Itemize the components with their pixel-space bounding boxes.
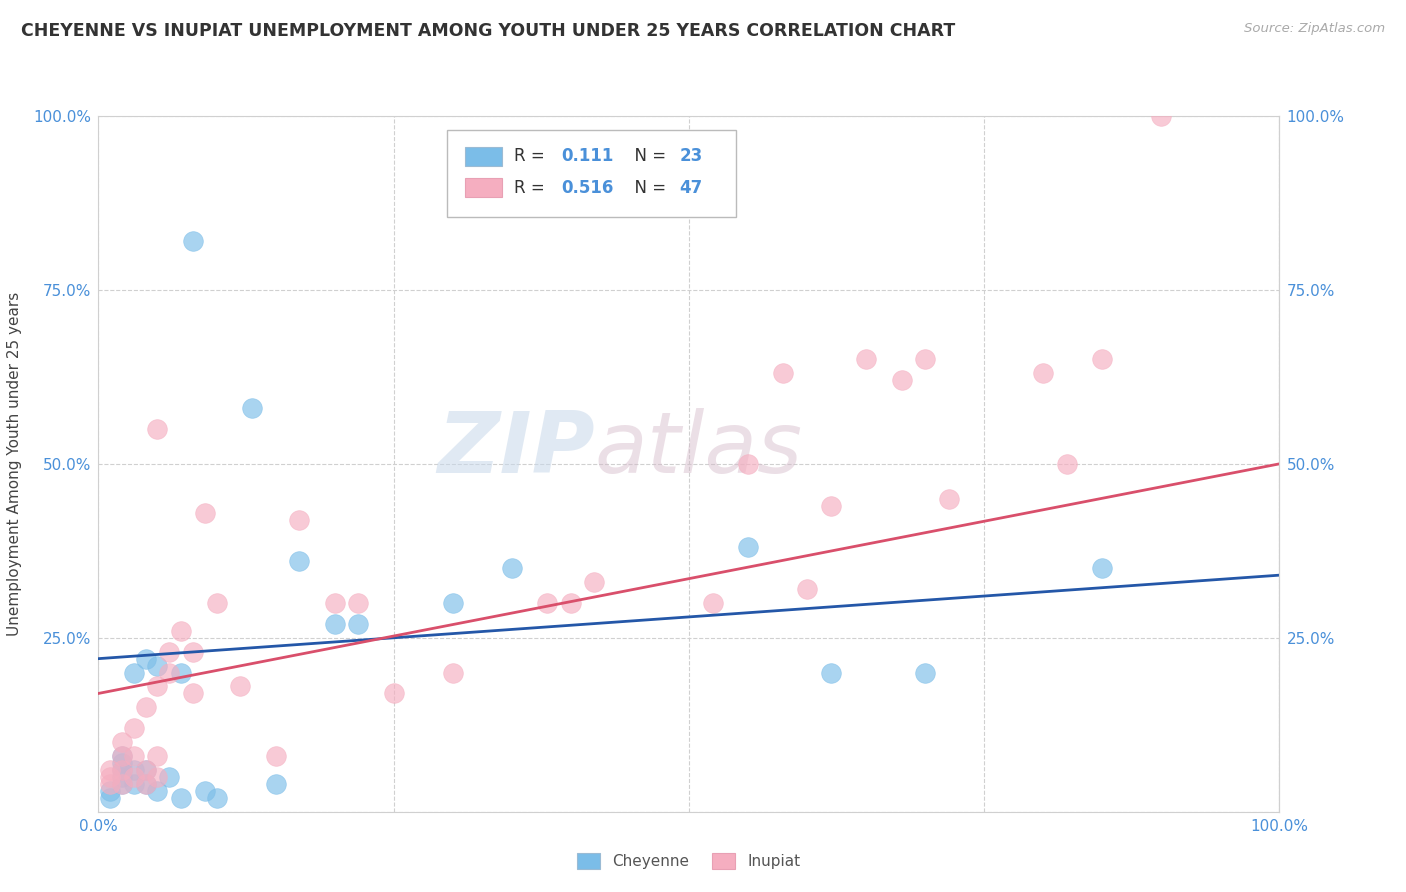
Point: [323, 596, 346, 610]
Point: [560, 596, 582, 610]
Point: [1056, 457, 1078, 471]
Point: [146, 658, 169, 673]
Point: [170, 790, 193, 805]
Point: [288, 554, 311, 568]
Point: [98, 790, 121, 805]
Point: [205, 596, 228, 610]
Point: [146, 770, 169, 784]
Point: [820, 499, 842, 513]
Text: atlas: atlas: [595, 409, 803, 491]
Point: [938, 491, 960, 506]
Point: [1150, 109, 1173, 123]
Point: [122, 777, 145, 791]
Point: [157, 645, 180, 659]
Point: [264, 777, 287, 791]
Point: [146, 680, 169, 694]
Point: [264, 749, 287, 764]
Point: [323, 616, 346, 631]
Text: R =: R =: [515, 147, 550, 165]
Point: [135, 763, 157, 777]
Point: [111, 756, 134, 770]
Point: [772, 367, 794, 381]
Point: [288, 512, 311, 526]
Point: [111, 735, 134, 749]
Point: [111, 749, 134, 764]
Point: [1032, 367, 1054, 381]
Point: [1091, 352, 1114, 367]
Text: 23: 23: [679, 147, 703, 165]
Point: [240, 401, 263, 416]
Point: [382, 686, 405, 700]
Point: [122, 749, 145, 764]
Point: [98, 770, 121, 784]
Point: [205, 790, 228, 805]
Text: R =: R =: [515, 178, 550, 196]
Point: [111, 749, 134, 764]
Point: [737, 541, 759, 555]
Point: [135, 777, 157, 791]
Point: [855, 352, 877, 367]
Point: [501, 561, 523, 575]
Point: [135, 651, 157, 665]
Point: [181, 234, 204, 248]
Text: CHEYENNE VS INUPIAT UNEMPLOYMENT AMONG YOUTH UNDER 25 YEARS CORRELATION CHART: CHEYENNE VS INUPIAT UNEMPLOYMENT AMONG Y…: [21, 22, 955, 40]
Point: [135, 763, 157, 777]
Point: [796, 582, 818, 596]
Point: [914, 352, 936, 367]
Point: [737, 457, 759, 471]
Point: [111, 763, 134, 777]
Point: [702, 596, 724, 610]
Y-axis label: Unemployment Among Youth under 25 years: Unemployment Among Youth under 25 years: [7, 292, 22, 636]
Text: N =: N =: [624, 147, 671, 165]
Legend: Cheyenne, Inupiat: Cheyenne, Inupiat: [571, 847, 807, 875]
Point: [122, 721, 145, 735]
Point: [170, 665, 193, 680]
Point: [146, 749, 169, 764]
Text: 47: 47: [679, 178, 703, 196]
Point: [890, 373, 912, 387]
Point: [229, 680, 252, 694]
Point: [111, 770, 134, 784]
Point: [583, 575, 606, 590]
Point: [536, 596, 558, 610]
Point: [122, 665, 145, 680]
Point: [98, 763, 121, 777]
Point: [157, 770, 180, 784]
Point: [820, 665, 842, 680]
Point: [146, 784, 169, 798]
Point: [98, 784, 121, 798]
Point: [98, 777, 121, 791]
FancyBboxPatch shape: [464, 178, 502, 197]
Point: [194, 506, 217, 520]
Point: [111, 777, 134, 791]
FancyBboxPatch shape: [447, 130, 737, 217]
Point: [111, 763, 134, 777]
Point: [441, 665, 464, 680]
Point: [170, 624, 193, 638]
Point: [181, 645, 204, 659]
Point: [146, 422, 169, 436]
Text: 0.111: 0.111: [561, 147, 614, 165]
Point: [135, 777, 157, 791]
Point: [122, 770, 145, 784]
Point: [441, 596, 464, 610]
Point: [135, 700, 157, 714]
FancyBboxPatch shape: [464, 146, 502, 166]
Point: [122, 763, 145, 777]
Point: [157, 665, 180, 680]
Text: 0.516: 0.516: [561, 178, 614, 196]
Point: [194, 784, 217, 798]
Text: N =: N =: [624, 178, 671, 196]
Point: [181, 686, 204, 700]
Point: [347, 616, 370, 631]
Point: [1091, 561, 1114, 575]
Point: [347, 596, 370, 610]
Text: ZIP: ZIP: [437, 409, 595, 491]
Text: Source: ZipAtlas.com: Source: ZipAtlas.com: [1244, 22, 1385, 36]
Point: [914, 665, 936, 680]
Point: [111, 777, 134, 791]
